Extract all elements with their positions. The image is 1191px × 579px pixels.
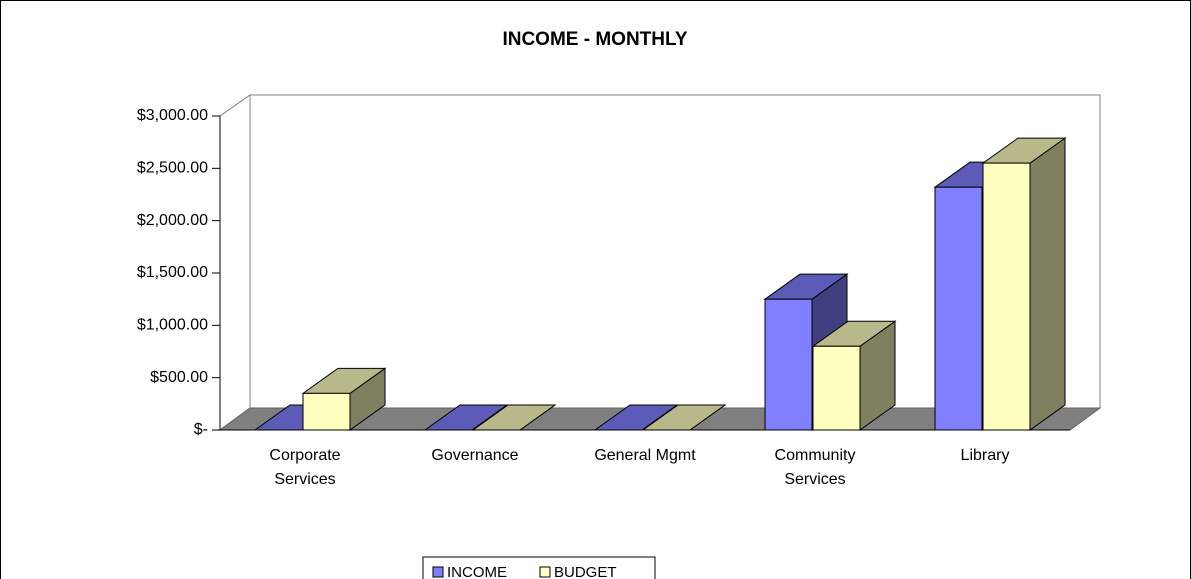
bar-front (302, 392, 351, 431)
x-tick-label: Governance (431, 447, 519, 464)
bar (423, 404, 509, 431)
legend-swatch (432, 566, 444, 578)
bar-front (764, 298, 813, 431)
bar (641, 404, 727, 431)
bar-front (982, 162, 1031, 431)
legend-label: BUDGET (554, 564, 617, 579)
bar-top (471, 404, 557, 431)
x-tick-label: General Mgmt (594, 447, 696, 464)
chart-title: INCOME - MONTHLY (502, 29, 687, 50)
bar-front (812, 345, 861, 431)
legend (422, 556, 656, 579)
bar-side (1029, 137, 1066, 431)
bar-top (641, 404, 727, 431)
x-tick-label: Library (960, 447, 1010, 464)
bar-top (593, 404, 679, 431)
bar (593, 404, 679, 431)
y-tick-label: $3,000.00 (137, 107, 208, 124)
x-tick-label: Community Services (774, 447, 856, 488)
bar (811, 320, 897, 431)
bar (301, 367, 387, 431)
legend-label: INCOME (447, 564, 507, 579)
y-tick-label: $500.00 (150, 369, 208, 386)
bar (471, 404, 557, 431)
y-tick-label: $2,000.00 (137, 212, 208, 229)
bar-top (423, 404, 509, 431)
bar (981, 137, 1067, 431)
y-tick-label: $2,500.00 (137, 160, 208, 177)
legend-swatch (539, 566, 551, 578)
y-tick-label: $- (194, 421, 208, 438)
y-tick-label: $1,000.00 (137, 317, 208, 334)
side-wall (219, 94, 251, 431)
y-tick-label: $1,500.00 (137, 264, 208, 281)
x-tick-label: Corporate Services (269, 447, 341, 488)
bar-front (934, 186, 983, 431)
